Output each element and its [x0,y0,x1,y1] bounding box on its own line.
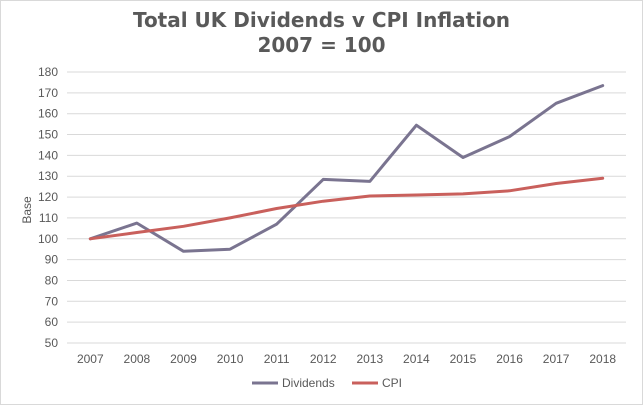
y-tick-label: 130 [38,169,58,183]
chart-title: Total UK Dividends v CPI Inflation [132,8,511,32]
x-tick-label: 2018 [589,352,616,366]
y-tick-label: 120 [38,190,58,204]
x-axis-ticks: 2007 2008 2009 2010 2011 2012 2013 2014 2015 2016… [77,352,616,366]
legend-label-cpi: CPI [382,376,402,390]
y-tick-label: 80 [45,273,59,287]
x-tick-label: 2010 [217,352,244,366]
y-tick-label: 100 [38,232,58,246]
x-tick-label: 2007 [77,352,104,366]
x-tick-label: 2009 [170,352,197,366]
y-tick-label: 150 [38,128,58,142]
x-tick-label: 2017 [543,352,570,366]
x-tick-label: 2011 [264,352,290,366]
x-tick-label: 2014 [403,352,430,366]
y-tick-label: 60 [45,315,59,329]
chart-subtitle: 2007 = 100 [257,33,386,57]
chart-title-block: Total UK Dividends v CPI Inflation 2007 … [0,8,643,58]
y-tick-label: 50 [45,336,59,350]
series-line-dividends [88,84,605,253]
legend: Dividends CPI [252,376,402,390]
y-tick-label: 90 [45,253,59,267]
x-tick-label: 2013 [356,352,383,366]
x-tick-label: 2008 [124,352,151,366]
x-tick-label: 2016 [496,352,523,366]
x-tick-label: 2012 [310,352,337,366]
x-tick-label: 2015 [450,352,477,366]
y-tick-label: 170 [38,86,58,100]
y-tick-label: 70 [45,294,59,308]
y-tick-label: 160 [38,107,58,121]
gridlines [67,71,626,344]
series-line-cpi [88,176,605,241]
y-tick-label: 110 [39,211,58,225]
y-axis-label: Base [20,196,34,224]
y-axis-ticks: 50 60 70 80 90 100 110 120 130 140 150 160 170 180 [38,65,58,350]
y-tick-label: 140 [38,148,58,162]
legend-label-dividends: Dividends [282,376,335,390]
y-tick-label: 180 [38,65,58,79]
series-lines [88,84,605,253]
